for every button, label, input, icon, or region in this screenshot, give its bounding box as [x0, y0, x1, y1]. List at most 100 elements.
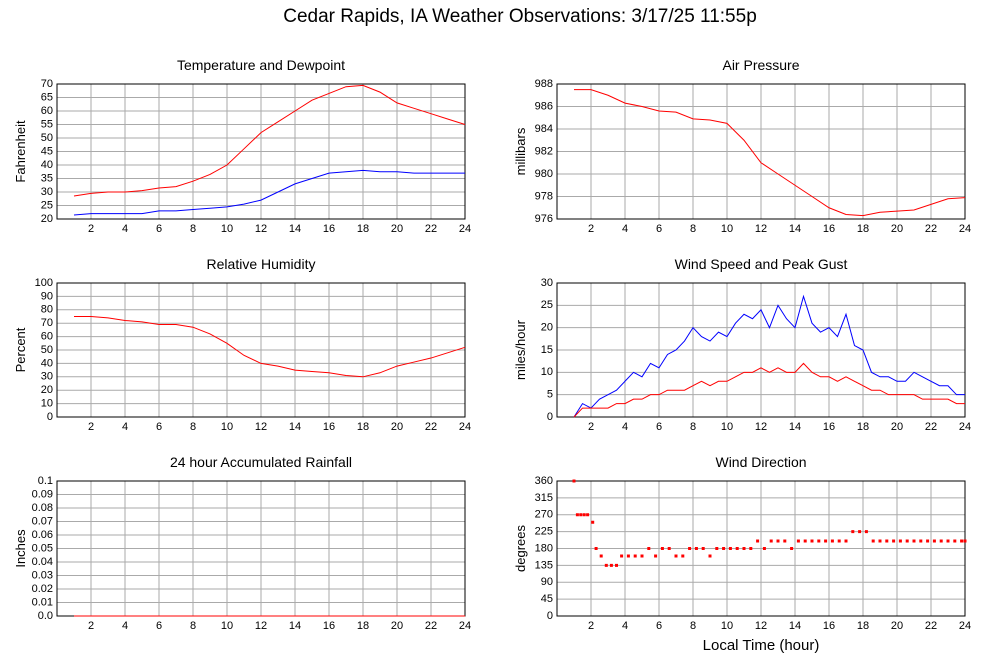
y-tick-label: 50: [41, 344, 53, 356]
y-tick-label: 978: [535, 190, 553, 202]
x-tick-label: 24: [459, 620, 471, 632]
data-point: [681, 554, 685, 558]
y-tick-label: 40: [41, 159, 53, 171]
y-axis-label: miles/hour: [513, 319, 528, 380]
x-tick-label: 2: [88, 620, 94, 632]
x-tick-label: 20: [391, 421, 403, 433]
x-tick-label: 18: [357, 421, 369, 433]
data-point: [708, 554, 712, 558]
data-line: [73, 169, 465, 216]
data-point: [609, 563, 613, 567]
x-tick-label: 16: [823, 421, 835, 433]
x-tick-label: 20: [391, 620, 403, 632]
y-tick-label: 0.03: [32, 569, 53, 581]
y-tick-label: 0.09: [32, 488, 53, 500]
data-point: [837, 539, 841, 543]
x-tick-label: 4: [122, 223, 128, 235]
y-tick-label: 0.06: [32, 529, 53, 541]
data-point: [654, 554, 658, 558]
data-point: [851, 530, 855, 534]
data-point: [633, 554, 637, 558]
y-tick-label: 10: [41, 398, 53, 410]
x-tick-label: 18: [857, 620, 869, 632]
y-axis-label: Fahrenheit: [13, 120, 28, 183]
panel-title: 24 hour Accumulated Rainfall: [170, 454, 352, 470]
x-tick-label: 24: [959, 421, 971, 433]
data-point: [728, 547, 732, 550]
x-tick-label: 16: [323, 620, 335, 632]
x-tick-label: 14: [789, 620, 801, 632]
data-point: [939, 539, 943, 543]
x-tick-label: 14: [789, 223, 801, 235]
y-tick-label: 20: [41, 213, 53, 225]
figure-title: Cedar Rapids, IA Weather Observations: 3…: [283, 6, 757, 27]
data-point: [579, 513, 583, 517]
data-point: [688, 547, 692, 550]
x-tick-label: 12: [755, 620, 767, 632]
data-point: [722, 547, 726, 550]
x-tick-label: 4: [122, 620, 128, 632]
y-tick-label: 25: [541, 299, 553, 311]
y-tick-label: 10: [541, 366, 553, 378]
x-tick-label: 22: [925, 620, 937, 632]
data-point: [858, 530, 862, 534]
data-point: [946, 539, 950, 543]
data-point: [762, 547, 766, 550]
x-tick-label: 22: [425, 421, 437, 433]
y-tick-label: 80: [41, 304, 53, 316]
y-tick-label: 0.0: [38, 610, 53, 622]
x-tick-label: 2: [88, 421, 94, 433]
x-tick-label: 20: [391, 223, 403, 235]
x-tick-label: 14: [789, 421, 801, 433]
data-point: [615, 563, 618, 567]
y-tick-label: 0.01: [32, 596, 53, 608]
x-tick-label: 6: [656, 223, 662, 235]
data-point: [892, 539, 896, 543]
x-tick-label: 18: [357, 620, 369, 632]
y-tick-label: 50: [41, 132, 53, 144]
x-tick-label: 24: [459, 223, 471, 235]
data-point: [963, 539, 967, 543]
y-tick-label: 976: [535, 213, 553, 225]
x-tick-label: 12: [755, 223, 767, 235]
x-tick-label: 24: [459, 421, 471, 433]
data-point: [953, 539, 957, 543]
data-point: [647, 547, 651, 550]
x-axis-label: Local Time (hour): [703, 637, 820, 654]
data-point: [932, 539, 936, 543]
y-tick-label: 30: [541, 277, 553, 289]
x-tick-label: 10: [221, 223, 233, 235]
x-tick-label: 2: [588, 421, 594, 433]
y-tick-label: 270: [535, 509, 553, 521]
data-point: [660, 547, 664, 550]
y-tick-label: 0.02: [32, 583, 53, 595]
panel-title: Air Pressure: [722, 57, 799, 73]
x-tick-label: 24: [959, 620, 971, 632]
y-axis-label: Percent: [13, 327, 28, 372]
x-tick-label: 16: [823, 223, 835, 235]
y-tick-label: 60: [41, 105, 53, 117]
data-point: [749, 547, 753, 550]
x-tick-label: 24: [959, 223, 971, 235]
x-tick-label: 12: [755, 421, 767, 433]
data-point: [769, 539, 773, 543]
data-point: [912, 539, 916, 543]
y-tick-label: 45: [41, 145, 53, 157]
data-point: [756, 539, 760, 543]
x-tick-label: 2: [588, 223, 594, 235]
data-point: [701, 547, 705, 550]
y-tick-label: 60: [41, 331, 53, 343]
x-tick-label: 14: [289, 421, 301, 433]
y-tick-label: 20: [41, 384, 53, 396]
panel-title: Relative Humidity: [207, 256, 316, 272]
data-point: [844, 539, 848, 543]
data-point: [878, 539, 882, 543]
data-line: [74, 316, 466, 378]
data-point: [871, 539, 875, 543]
x-tick-label: 8: [690, 620, 696, 632]
data-line: [73, 84, 466, 197]
x-tick-label: 18: [857, 223, 869, 235]
data-point: [599, 554, 603, 558]
data-point: [735, 547, 739, 550]
